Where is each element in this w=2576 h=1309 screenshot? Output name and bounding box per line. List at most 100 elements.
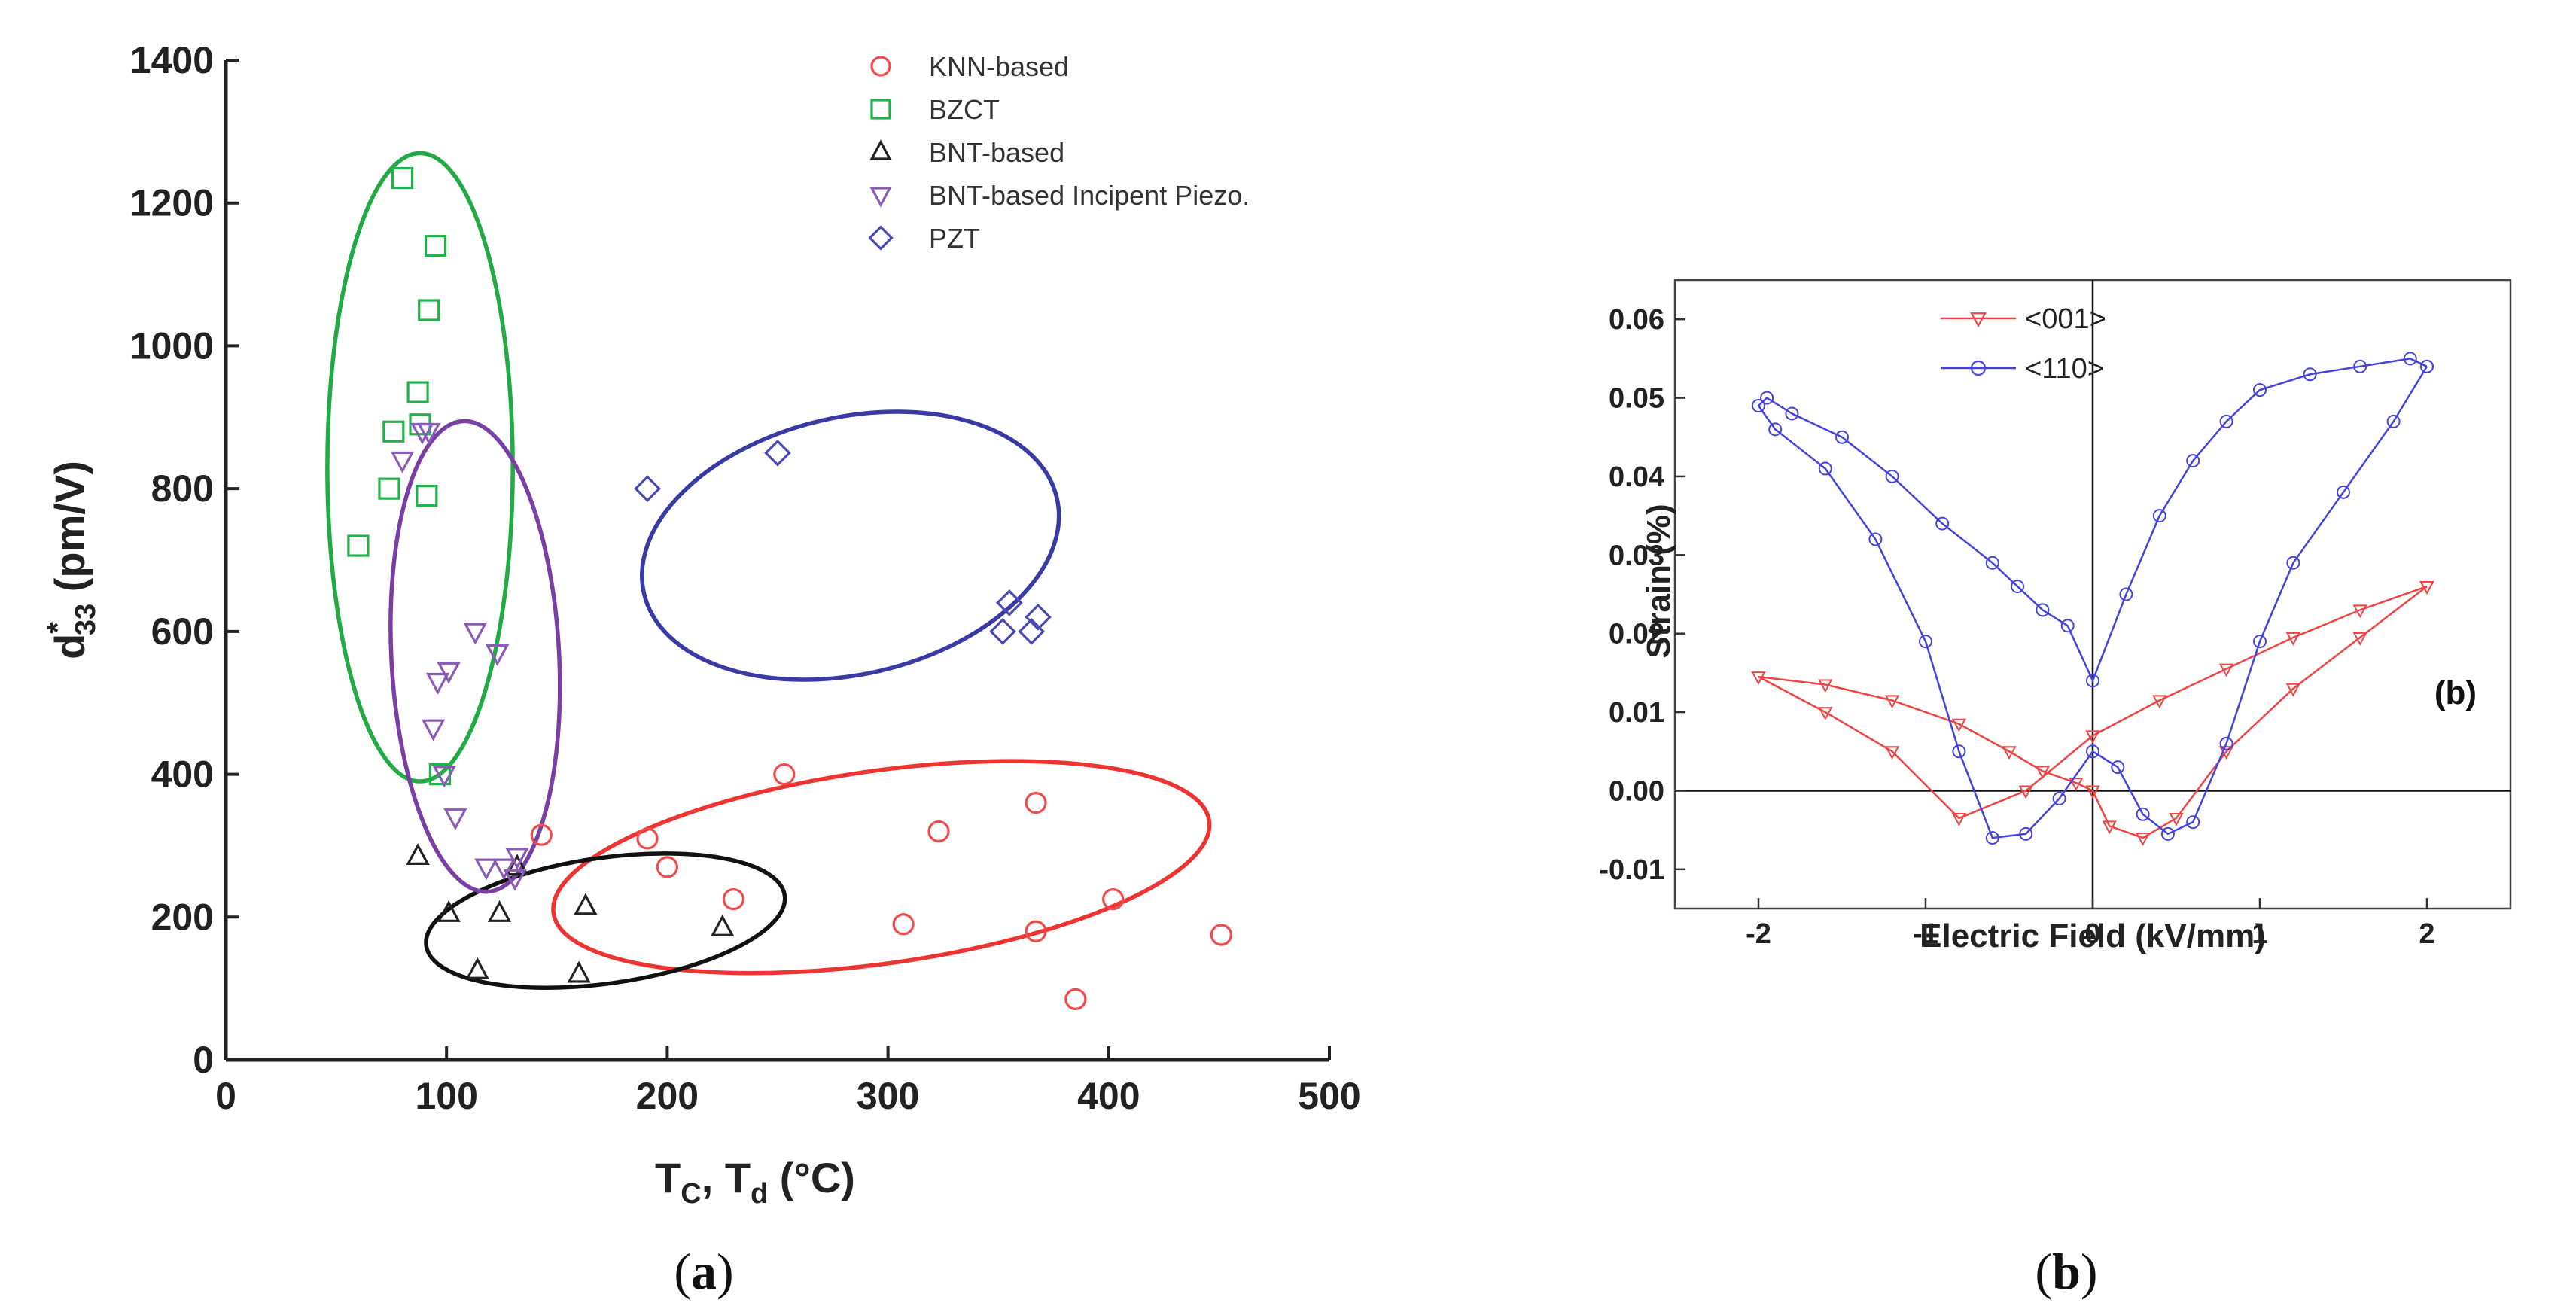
x-tick-label: 400 [1077, 1075, 1140, 1117]
data-point [2303, 367, 2317, 382]
data-point [2136, 807, 2150, 821]
data-point [432, 766, 456, 788]
data-point [2337, 485, 2350, 499]
series-layer [1751, 352, 2434, 846]
x-title-sub1: C [681, 1178, 701, 1210]
data-point [492, 858, 516, 881]
x-tick-label: -2 [1746, 918, 1771, 950]
caption-b-open: ( [2035, 1243, 2052, 1300]
x-tick-label: 0 [215, 1075, 236, 1117]
x-tick-label: -1 [1913, 918, 1938, 950]
data-point [378, 477, 400, 500]
data-point [2019, 826, 2033, 841]
data-point [2085, 730, 2100, 744]
y-tick-label: 0.01 [1609, 697, 1664, 729]
data-point [437, 900, 461, 922]
group-ellipse [388, 419, 562, 894]
data-point [2219, 414, 2233, 428]
data-point [1868, 532, 1883, 546]
legend-marker [869, 187, 892, 208]
caption-a-close: ) [717, 1243, 734, 1300]
data-point [1885, 469, 1899, 483]
data-point [2011, 580, 2025, 594]
caption-b: (b) [2035, 1243, 2097, 1300]
data-point [2152, 509, 2166, 523]
data-point [530, 823, 553, 846]
y-axis-title: d*33 (pm/V) [41, 461, 102, 659]
legend-label: BZCT [929, 94, 1000, 125]
data-point [424, 235, 447, 257]
y-tick-label: 800 [151, 467, 214, 510]
data-point [2219, 736, 2233, 750]
data-point [1752, 399, 1765, 412]
series-line [1757, 358, 2428, 839]
legend-marker [1970, 312, 1987, 328]
data-point [2218, 663, 2234, 677]
data-point [773, 763, 796, 786]
caption-b-close: ) [2081, 1243, 2098, 1300]
y-tick-label: 1000 [130, 324, 214, 367]
data-point [1760, 391, 1774, 405]
y-tick-label: -0.01 [1599, 854, 1664, 886]
legend-label: BNT-based [929, 137, 1064, 168]
data-point [1985, 556, 1999, 570]
data-point [1951, 718, 1967, 732]
data-point [1884, 695, 1900, 709]
data-point [2060, 619, 2075, 633]
y-tick-label: 400 [151, 753, 214, 796]
x-tick-label: 2 [2419, 918, 2434, 950]
y-title-unit: (pm/V) [46, 461, 93, 604]
data-point [2036, 603, 2050, 617]
data-point [2052, 791, 2066, 805]
data-point [1919, 635, 1932, 649]
data-point [2286, 556, 2300, 570]
data-point [1835, 430, 1849, 444]
x-axis-title: TC, Td (°C) [655, 1154, 855, 1210]
y-tick-label: 0.05 [1609, 383, 1664, 415]
data-point [2169, 812, 2184, 826]
legend-marker [870, 99, 891, 120]
data-point [1210, 924, 1232, 946]
data-point [656, 856, 679, 878]
data-point [406, 381, 429, 403]
data-point [2352, 632, 2367, 646]
data-point [2253, 635, 2267, 649]
data-point [2135, 833, 2151, 846]
data-point [2085, 785, 2100, 799]
legend-marker [870, 56, 891, 77]
caption-a: (a) [674, 1243, 733, 1300]
y-title-sub: 33 [70, 604, 102, 635]
caption-b-letter: b [2052, 1243, 2081, 1300]
data-point [418, 299, 440, 321]
legend-label: <001> [2025, 303, 2106, 335]
data-point [421, 719, 446, 741]
data-point [927, 820, 950, 843]
data-point [2086, 674, 2099, 688]
legend: KNN-based BZCT BNT-based BNT-based Incipent… [868, 51, 1250, 254]
data-point [463, 623, 487, 645]
x-tick-label: 1 [2252, 918, 2267, 950]
data-point [1884, 746, 1900, 760]
data-point [505, 854, 529, 876]
y-title-sup: * [41, 622, 75, 634]
data-point [2086, 744, 2099, 759]
legend-marker [1970, 360, 1987, 376]
data-point [382, 420, 405, 443]
data-point [1025, 920, 1047, 942]
x-tick-label: 300 [857, 1075, 919, 1117]
group-ellipse [325, 151, 515, 784]
data-point [2353, 359, 2367, 373]
data-point [474, 858, 498, 881]
data-point [2386, 414, 2401, 428]
legend-label: <110> [2025, 353, 2104, 385]
data-point [487, 900, 512, 922]
y-tick-label: 0.06 [1609, 304, 1664, 336]
data-point [2102, 820, 2117, 835]
data-point [2152, 695, 2167, 709]
x-title-unit: (°C) [768, 1154, 855, 1201]
legend-label: KNN-based [929, 51, 1069, 82]
data-point [892, 913, 915, 936]
data-point [574, 893, 598, 915]
y-tick-label: 1400 [130, 39, 214, 81]
